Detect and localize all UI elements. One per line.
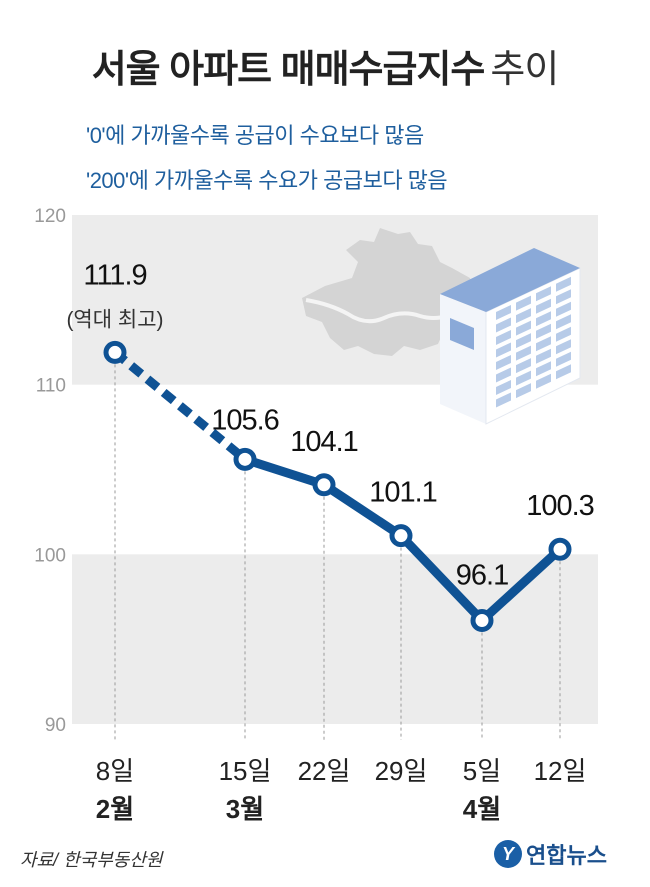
value-label: 104.1 bbox=[290, 426, 358, 458]
yonhap-logo: Y 연합뉴스 bbox=[494, 838, 607, 870]
data-point bbox=[312, 473, 336, 497]
y-tick-label: 110 bbox=[36, 376, 66, 397]
value-label: 111.9 bbox=[83, 259, 146, 291]
x-guide-lines bbox=[114, 352, 561, 740]
x-tick-label: 22일 bbox=[298, 756, 351, 786]
data-points bbox=[103, 340, 572, 633]
annotation-label: (역대 최고) bbox=[66, 308, 163, 331]
apartment-building-icon bbox=[440, 248, 581, 425]
data-point bbox=[548, 537, 572, 561]
building-window bbox=[556, 339, 571, 355]
data-point bbox=[233, 447, 257, 471]
x-month-label: 3월 bbox=[226, 794, 264, 824]
value-label: 100.3 bbox=[526, 490, 594, 522]
value-label: 105.6 bbox=[211, 404, 279, 436]
x-axis-labels: 8일 15일 22일 29일 5일 12일 2월 3월 4월 bbox=[96, 756, 587, 824]
y-tick-label: 90 bbox=[45, 715, 66, 736]
building-window bbox=[536, 348, 551, 364]
building-window bbox=[496, 330, 511, 345]
x-month-label: 2월 bbox=[96, 794, 134, 824]
y-axis-labels: 90 100 110 120 bbox=[34, 206, 66, 736]
title-main: 서울 아파트 매매수급지수 bbox=[91, 49, 486, 91]
x-tick-label: 12일 bbox=[534, 756, 587, 786]
seoul-map-icon bbox=[302, 228, 476, 356]
building-window bbox=[496, 305, 511, 320]
x-tick-label: 15일 bbox=[219, 756, 272, 786]
building-window bbox=[536, 323, 551, 339]
building-window bbox=[536, 373, 551, 389]
building-window bbox=[536, 298, 551, 314]
value-label: 101.1 bbox=[369, 477, 437, 509]
x-month-label: 4월 bbox=[463, 794, 501, 824]
building-window bbox=[536, 336, 551, 352]
value-label: 96.1 bbox=[456, 560, 508, 592]
value-labels: 111.9 105.6 104.1 101.1 96.1 100.3 (역대 최고) bbox=[66, 259, 594, 592]
y-tick-label: 100 bbox=[34, 545, 66, 566]
building-window bbox=[556, 301, 571, 317]
building-window bbox=[496, 317, 511, 333]
building-window bbox=[516, 345, 531, 361]
grid-band bbox=[72, 554, 598, 724]
building-window bbox=[496, 392, 511, 408]
logo-text: 연합뉴스 bbox=[526, 843, 607, 868]
x-tick-label: 8일 bbox=[96, 756, 134, 786]
building-window bbox=[516, 333, 531, 349]
series-line-dashed bbox=[112, 348, 248, 463]
title-sub: 추이 bbox=[490, 49, 559, 91]
building-window bbox=[556, 351, 571, 367]
chart-title: 서울 아파트 매매수급지수 추이 bbox=[0, 38, 650, 93]
building-window bbox=[496, 380, 511, 395]
source-credit: 자료/ 한국부동산원 bbox=[20, 850, 163, 870]
building-window bbox=[496, 367, 511, 383]
data-point bbox=[470, 609, 494, 633]
building-window bbox=[496, 342, 511, 358]
building-window bbox=[556, 289, 571, 305]
building-window bbox=[536, 361, 551, 377]
building-window bbox=[516, 308, 531, 324]
building-window bbox=[516, 370, 531, 386]
building-window bbox=[556, 364, 571, 380]
building-window bbox=[556, 314, 571, 330]
building-window bbox=[556, 326, 571, 342]
note-high: '200'에 가까울수록 수요가 공급보다 많음 bbox=[86, 168, 448, 193]
data-point bbox=[389, 524, 413, 548]
building-window bbox=[536, 286, 551, 302]
building-window bbox=[516, 320, 531, 336]
yonhap-logo-icon: Y bbox=[494, 840, 522, 868]
x-tick-label: 5일 bbox=[463, 756, 501, 786]
building-window bbox=[536, 311, 551, 327]
building-window bbox=[516, 295, 531, 311]
building-window bbox=[556, 276, 571, 292]
building-window bbox=[496, 355, 511, 370]
building-window bbox=[516, 383, 531, 399]
data-point bbox=[103, 340, 127, 364]
x-tick-label: 29일 bbox=[375, 756, 428, 786]
building-window bbox=[516, 358, 531, 374]
y-tick-label: 120 bbox=[34, 206, 66, 227]
note-low: '0'에 가까울수록 공급이 수요보다 많음 bbox=[86, 123, 424, 148]
